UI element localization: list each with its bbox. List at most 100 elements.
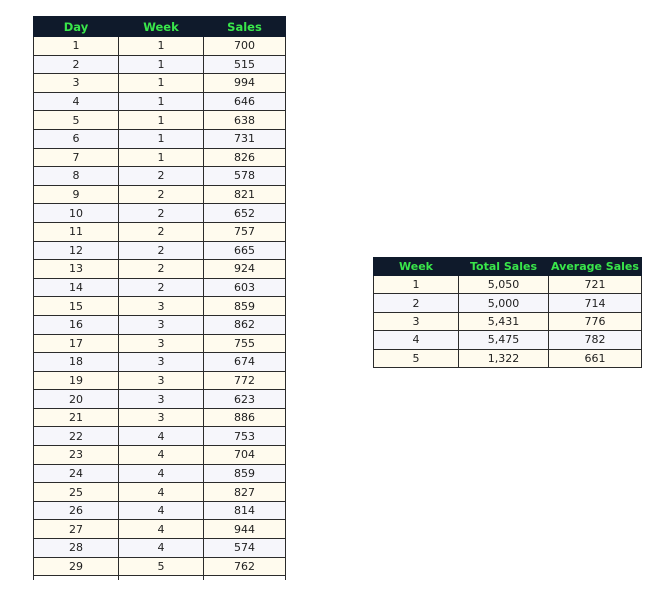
week-cell[interactable]: 4 <box>118 426 204 447</box>
day-cell[interactable]: 19 <box>33 370 119 391</box>
sales-cell[interactable]: 603 <box>203 277 286 298</box>
week-cell[interactable]: 5 <box>373 348 459 368</box>
sales-cell[interactable]: 827 <box>203 482 286 502</box>
day-cell[interactable]: 16 <box>33 314 119 335</box>
sales-cell[interactable]: 814 <box>203 500 286 521</box>
sales-cell[interactable]: 731 <box>203 128 286 149</box>
day-cell[interactable]: 17 <box>33 333 119 354</box>
week-cell[interactable]: 2 <box>118 166 204 186</box>
week-cell[interactable]: 4 <box>118 538 204 558</box>
sales-cell[interactable]: 886 <box>203 407 286 428</box>
average-sales-cell[interactable]: 776 <box>548 311 642 332</box>
sales-cell[interactable]: 821 <box>203 184 286 205</box>
week-cell[interactable]: 4 <box>118 463 204 484</box>
average-sales-cell[interactable]: 782 <box>548 330 642 350</box>
week-cell[interactable]: 1 <box>118 147 204 168</box>
week-cell[interactable]: 4 <box>373 330 459 350</box>
sales-cell[interactable]: 859 <box>203 463 286 484</box>
week-cell[interactable]: 4 <box>118 482 204 502</box>
sales-cell[interactable]: 753 <box>203 426 286 447</box>
week-cell[interactable]: 3 <box>118 296 204 316</box>
sales-cell[interactable]: 574 <box>203 538 286 558</box>
day-cell[interactable]: 22 <box>33 426 119 447</box>
day-cell[interactable]: 23 <box>33 445 119 465</box>
week-cell[interactable]: 3 <box>118 370 204 391</box>
day-cell[interactable]: 4 <box>33 91 119 112</box>
week-cell[interactable]: 2 <box>373 293 459 313</box>
empty-cell[interactable] <box>33 575 119 581</box>
total-sales-cell[interactable]: 1,322 <box>458 348 549 368</box>
sales-cell[interactable]: 924 <box>203 259 286 279</box>
day-cell[interactable]: 12 <box>33 240 119 261</box>
day-cell[interactable]: 1 <box>33 36 119 56</box>
sales-cell[interactable]: 757 <box>203 221 286 242</box>
day-cell[interactable]: 8 <box>33 166 119 186</box>
column-header-week[interactable]: Week <box>373 257 459 276</box>
average-sales-cell[interactable]: 661 <box>548 348 642 368</box>
week-cell[interactable]: 1 <box>118 91 204 112</box>
average-sales-cell[interactable]: 721 <box>548 274 642 295</box>
week-cell[interactable]: 4 <box>118 519 204 540</box>
day-cell[interactable]: 14 <box>33 277 119 298</box>
week-cell[interactable]: 2 <box>118 221 204 242</box>
column-header-total-sales[interactable]: Total Sales <box>458 257 549 276</box>
empty-cell[interactable] <box>118 575 204 581</box>
sales-cell[interactable]: 994 <box>203 73 286 93</box>
day-cell[interactable]: 24 <box>33 463 119 484</box>
column-header-day[interactable]: Day <box>33 16 119 37</box>
column-header-sales[interactable]: Sales <box>203 16 286 37</box>
day-cell[interactable]: 6 <box>33 128 119 149</box>
day-cell[interactable]: 10 <box>33 203 119 223</box>
sales-cell[interactable]: 944 <box>203 519 286 540</box>
week-cell[interactable]: 1 <box>118 54 204 75</box>
sales-cell[interactable]: 515 <box>203 54 286 75</box>
week-cell[interactable]: 2 <box>118 184 204 205</box>
sales-cell[interactable]: 700 <box>203 36 286 56</box>
day-cell[interactable]: 26 <box>33 500 119 521</box>
week-cell[interactable]: 2 <box>118 240 204 261</box>
week-cell[interactable]: 3 <box>373 311 459 332</box>
week-cell[interactable]: 1 <box>118 110 204 130</box>
sales-cell[interactable]: 762 <box>203 556 286 577</box>
day-cell[interactable]: 3 <box>33 73 119 93</box>
sales-cell[interactable]: 623 <box>203 389 286 409</box>
sales-cell[interactable]: 772 <box>203 370 286 391</box>
column-header-average-sales[interactable]: Average Sales <box>548 257 642 276</box>
sales-cell[interactable]: 862 <box>203 314 286 335</box>
week-cell[interactable]: 4 <box>118 500 204 521</box>
total-sales-cell[interactable]: 5,431 <box>458 311 549 332</box>
day-cell[interactable]: 2 <box>33 54 119 75</box>
week-cell[interactable]: 3 <box>118 314 204 335</box>
week-cell[interactable]: 2 <box>118 203 204 223</box>
day-cell[interactable]: 25 <box>33 482 119 502</box>
day-cell[interactable]: 13 <box>33 259 119 279</box>
average-sales-cell[interactable]: 714 <box>548 293 642 313</box>
sales-cell[interactable]: 826 <box>203 147 286 168</box>
empty-cell[interactable] <box>203 575 286 581</box>
sales-cell[interactable]: 859 <box>203 296 286 316</box>
sales-cell[interactable]: 674 <box>203 352 286 372</box>
sales-cell[interactable]: 665 <box>203 240 286 261</box>
sales-cell[interactable]: 578 <box>203 166 286 186</box>
total-sales-cell[interactable]: 5,000 <box>458 293 549 313</box>
day-cell[interactable]: 21 <box>33 407 119 428</box>
week-cell[interactable]: 3 <box>118 407 204 428</box>
sales-cell[interactable]: 704 <box>203 445 286 465</box>
week-cell[interactable]: 5 <box>118 556 204 577</box>
week-cell[interactable]: 3 <box>118 333 204 354</box>
day-cell[interactable]: 29 <box>33 556 119 577</box>
week-cell[interactable]: 2 <box>118 277 204 298</box>
week-cell[interactable]: 4 <box>118 445 204 465</box>
total-sales-cell[interactable]: 5,475 <box>458 330 549 350</box>
week-cell[interactable]: 1 <box>118 36 204 56</box>
day-cell[interactable]: 28 <box>33 538 119 558</box>
week-cell[interactable]: 3 <box>118 352 204 372</box>
day-cell[interactable]: 18 <box>33 352 119 372</box>
day-cell[interactable]: 5 <box>33 110 119 130</box>
week-cell[interactable]: 1 <box>373 274 459 295</box>
column-header-week[interactable]: Week <box>118 16 204 37</box>
sales-cell[interactable]: 638 <box>203 110 286 130</box>
week-cell[interactable]: 2 <box>118 259 204 279</box>
week-cell[interactable]: 1 <box>118 73 204 93</box>
week-cell[interactable]: 3 <box>118 389 204 409</box>
